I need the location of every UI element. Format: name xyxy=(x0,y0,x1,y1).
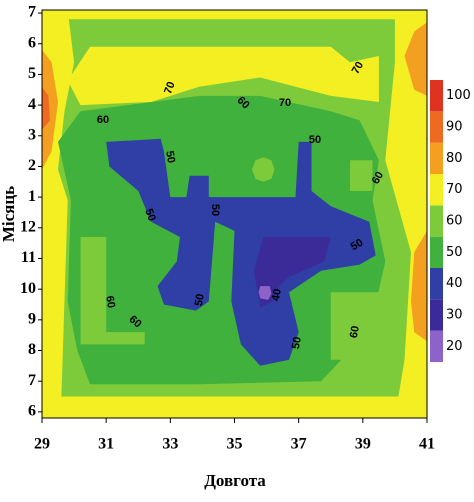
y-tick-label: 6 xyxy=(28,403,36,420)
x-tick-label: 37 xyxy=(291,436,307,453)
contour-region xyxy=(42,10,427,20)
y-tick-label: 11 xyxy=(21,249,36,266)
contour-region xyxy=(42,49,58,170)
y-tick-label: 8 xyxy=(28,341,36,358)
contour-region xyxy=(42,396,427,418)
colorbar-label: 80 xyxy=(446,151,463,166)
contour-region xyxy=(411,230,427,342)
colorbar-label: 70 xyxy=(446,182,463,197)
contour-region xyxy=(42,86,50,130)
x-tick-label: 39 xyxy=(355,436,371,453)
colorbar-swatch xyxy=(430,174,443,206)
y-tick-label: 1 xyxy=(28,188,36,205)
y-tick-label: 3 xyxy=(28,126,36,143)
colorbar-label: 90 xyxy=(446,120,463,135)
y-axis-title: Місяць xyxy=(0,186,18,242)
y-tick-label: 2 xyxy=(28,157,36,174)
contour-region xyxy=(258,286,272,300)
contour-label: 50 xyxy=(309,134,321,146)
contour-label: 70 xyxy=(162,80,177,96)
colorbar-swatch xyxy=(430,111,443,143)
y-tick-label: 10 xyxy=(20,280,36,297)
colorbar-label: 40 xyxy=(446,276,463,291)
colorbar-swatch xyxy=(430,330,443,362)
contour-label: 40 xyxy=(270,288,284,302)
colorbar-swatch xyxy=(430,80,443,112)
y-tick-label: 4 xyxy=(28,96,36,113)
contour-region xyxy=(253,237,331,308)
contour-label: 50 xyxy=(193,293,207,307)
x-tick-label: 35 xyxy=(227,436,243,453)
contour-label: 50 xyxy=(209,204,221,216)
y-tick-label: 9 xyxy=(28,311,36,328)
contour-region xyxy=(330,292,379,360)
x-axis-title: Довгота xyxy=(204,471,266,490)
contour-label: 60 xyxy=(103,295,117,309)
contour-label: 60 xyxy=(348,325,362,339)
colorbar-swatch xyxy=(430,142,443,174)
y-tick-label: 7 xyxy=(28,372,36,389)
contour-region xyxy=(404,22,427,96)
contour-label: 60 xyxy=(97,114,109,126)
contour-region xyxy=(106,138,376,366)
colorbar-swatch xyxy=(430,205,443,237)
colorbar-label: 60 xyxy=(446,214,463,229)
colorbar-swatch xyxy=(430,236,443,268)
contour-region xyxy=(350,160,373,191)
contour-label: 50 xyxy=(142,207,157,223)
colorbar-label: 30 xyxy=(446,308,463,323)
colorbar-swatch xyxy=(430,299,443,331)
y-tick-label: 5 xyxy=(28,65,36,82)
colorbar-label: 100 xyxy=(446,88,471,103)
contour-region xyxy=(80,237,145,345)
contour-label: 50 xyxy=(349,237,366,254)
x-tick-label: 41 xyxy=(419,436,435,453)
contour-region xyxy=(252,157,275,182)
x-tick-label: 33 xyxy=(162,436,178,453)
y-tick-label: 12 xyxy=(20,218,36,235)
x-tick-label: 31 xyxy=(98,436,114,453)
colorbar-label: 50 xyxy=(446,245,463,260)
y-tick-label: 6 xyxy=(28,34,36,51)
colorbar-swatch xyxy=(430,268,443,300)
contour-label: 70 xyxy=(279,97,291,109)
x-tick-label: 29 xyxy=(34,436,50,453)
colorbar-label: 20 xyxy=(446,339,463,354)
contour-label: 50 xyxy=(163,150,177,164)
contour-label: 50 xyxy=(290,336,304,350)
contour-label: 60 xyxy=(370,170,387,187)
contour-label: 70 xyxy=(350,60,367,77)
contour-region xyxy=(67,46,379,106)
y-tick-label: 7 xyxy=(28,4,36,21)
